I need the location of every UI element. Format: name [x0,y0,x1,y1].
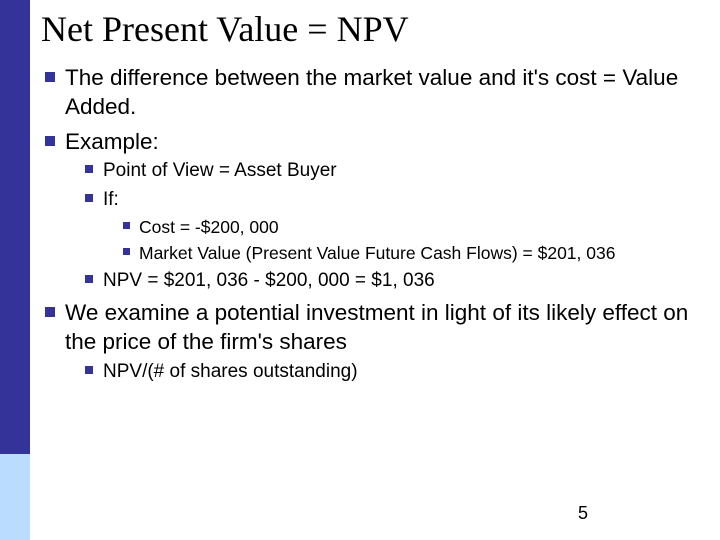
bullet-text: Point of View = Asset Buyer [103,160,337,181]
bullet-list-level2: Point of View = Asset Buyer If: Cost = -… [79,159,706,293]
bullet-text: NPV = $201, 036 - $200, 000 = $1, 036 [103,270,435,291]
bullet-text: Cost = -$200, 000 [139,217,279,237]
square-bullet-icon [123,222,130,229]
list-item: We examine a potential investment in lig… [35,299,706,384]
page-number: 5 [578,503,588,524]
sidebar-top-block [0,0,32,454]
slide-title: Net Present Value = NPV [41,8,706,50]
square-bullet-icon [45,72,55,82]
list-item: Example: Point of View = Asset Buyer If:… [35,128,706,294]
bullet-list-level2: NPV/(# of shares outstanding) [79,360,706,385]
list-item: If: Cost = -$200, 000 Market Value (Pres… [79,188,706,264]
bullet-text: Example: [65,129,159,154]
list-item: NPV = $201, 036 - $200, 000 = $1, 036 [79,269,706,294]
square-bullet-icon [85,165,93,173]
list-item: Cost = -$200, 000 [117,216,706,238]
square-bullet-icon [45,136,55,146]
bullet-text: Market Value (Present Value Future Cash … [139,243,615,263]
list-item: NPV/(# of shares outstanding) [79,360,706,385]
bullet-text: If: [103,189,119,210]
bullet-list-level3: Cost = -$200, 000 Market Value (Present … [117,216,706,265]
list-item: Point of View = Asset Buyer [79,159,706,184]
bullet-list-level1: The difference between the market value … [35,64,706,385]
bullet-text: The difference between the market value … [65,65,678,119]
sidebar-bottom-block [0,454,32,540]
square-bullet-icon [45,307,55,317]
bullet-text: We examine a potential investment in lig… [65,300,688,354]
list-item: The difference between the market value … [35,64,706,122]
left-sidebar [0,0,32,540]
square-bullet-icon [85,275,93,283]
square-bullet-icon [85,194,93,202]
square-bullet-icon [123,248,130,255]
slide-content: Net Present Value = NPV The difference b… [35,8,706,530]
list-item: Market Value (Present Value Future Cash … [117,242,706,264]
bullet-text: NPV/(# of shares outstanding) [103,361,358,382]
square-bullet-icon [85,366,93,374]
